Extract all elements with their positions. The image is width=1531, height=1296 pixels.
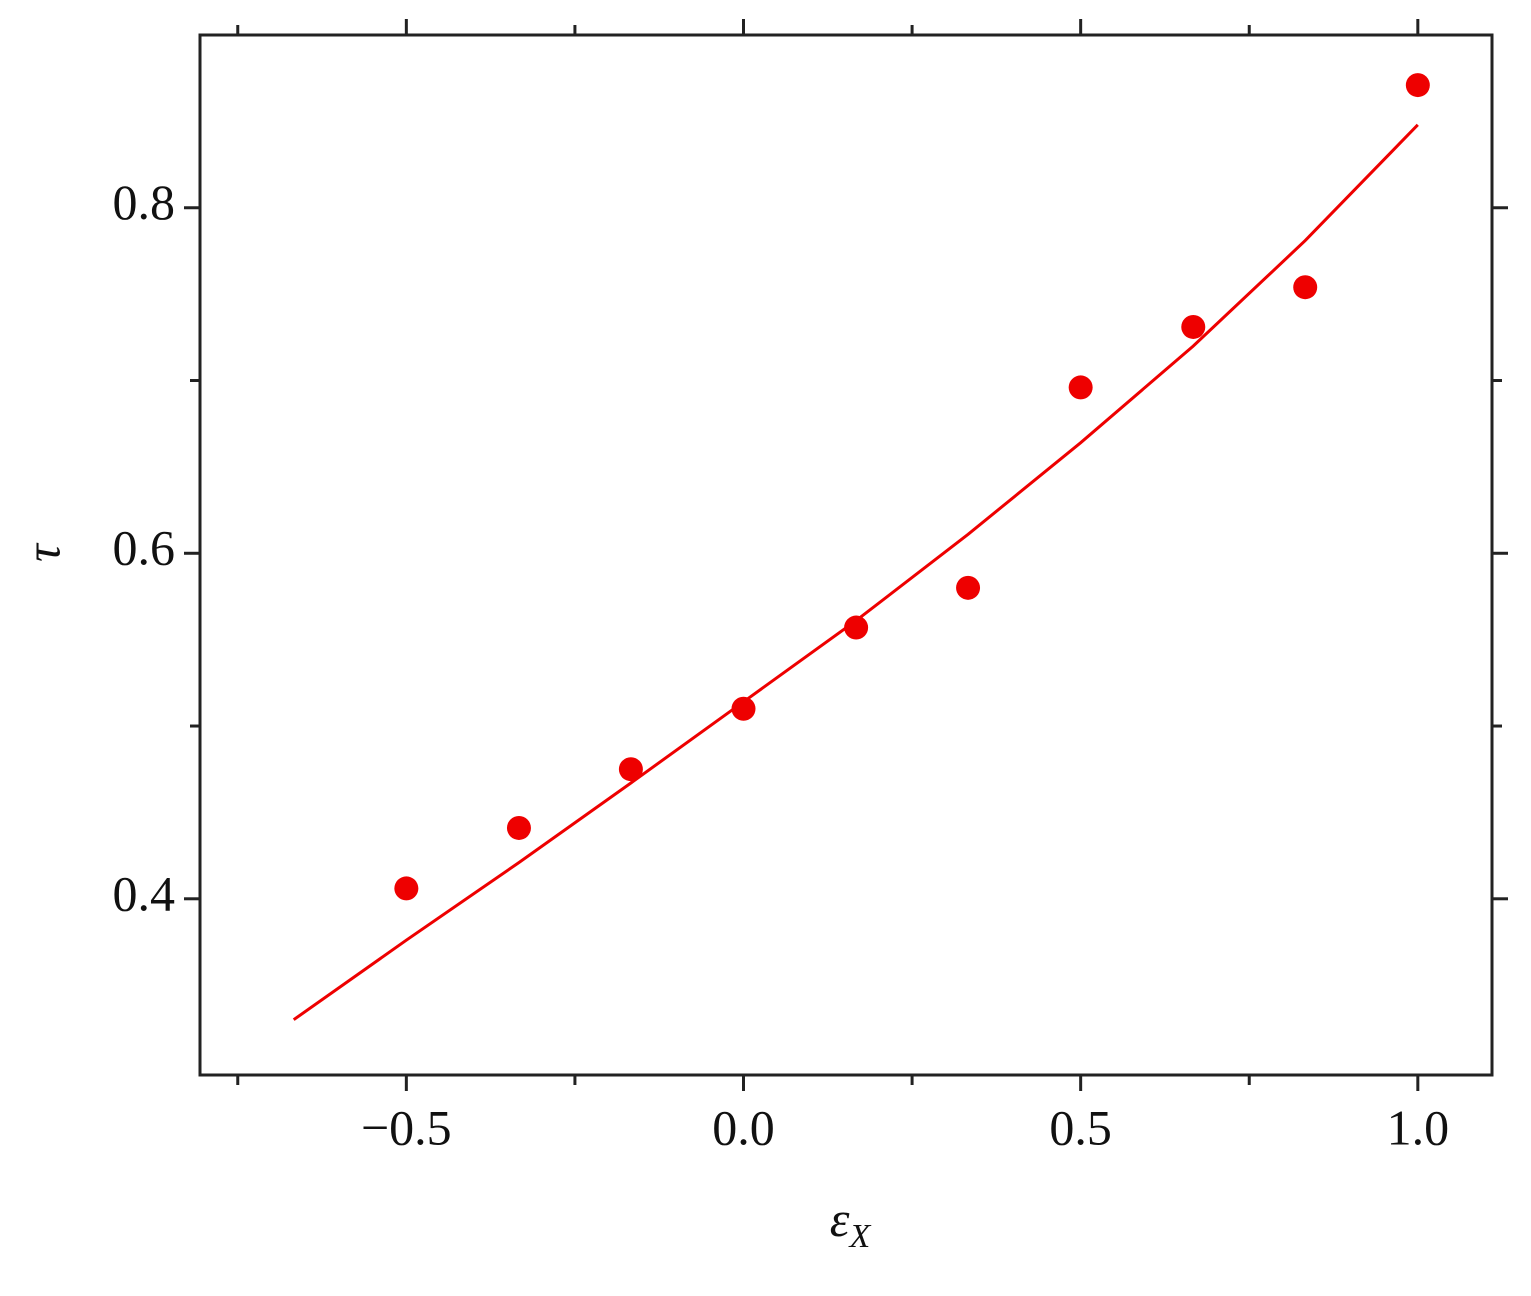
y-tick-label: 0.8	[113, 174, 176, 230]
data-point	[394, 876, 419, 901]
x-label-main: ε	[830, 1191, 850, 1247]
data-point	[1405, 73, 1430, 98]
x-axis-label: εX	[830, 1191, 872, 1254]
y-tick-label: 0.4	[113, 865, 176, 921]
data-point	[618, 757, 643, 782]
data-point	[731, 696, 756, 721]
fit-line	[292, 123, 1419, 1021]
y-axis-label: τ	[14, 542, 70, 562]
x-tick-label: 1.0	[1387, 1099, 1450, 1155]
data-point	[1293, 275, 1318, 300]
x-tick-label: 0.5	[1049, 1099, 1112, 1155]
data-point	[506, 815, 531, 840]
data-point	[956, 575, 981, 600]
x-tick-label: −0.5	[361, 1099, 452, 1155]
data-point	[1181, 314, 1206, 339]
x-label-subscript: X	[847, 1218, 871, 1255]
data-point	[1068, 375, 1093, 400]
x-tick-label: 0.0	[712, 1099, 775, 1155]
data-point	[844, 615, 869, 640]
plot-frame	[198, 33, 1494, 1077]
y-tick-label: 0.6	[113, 520, 176, 576]
